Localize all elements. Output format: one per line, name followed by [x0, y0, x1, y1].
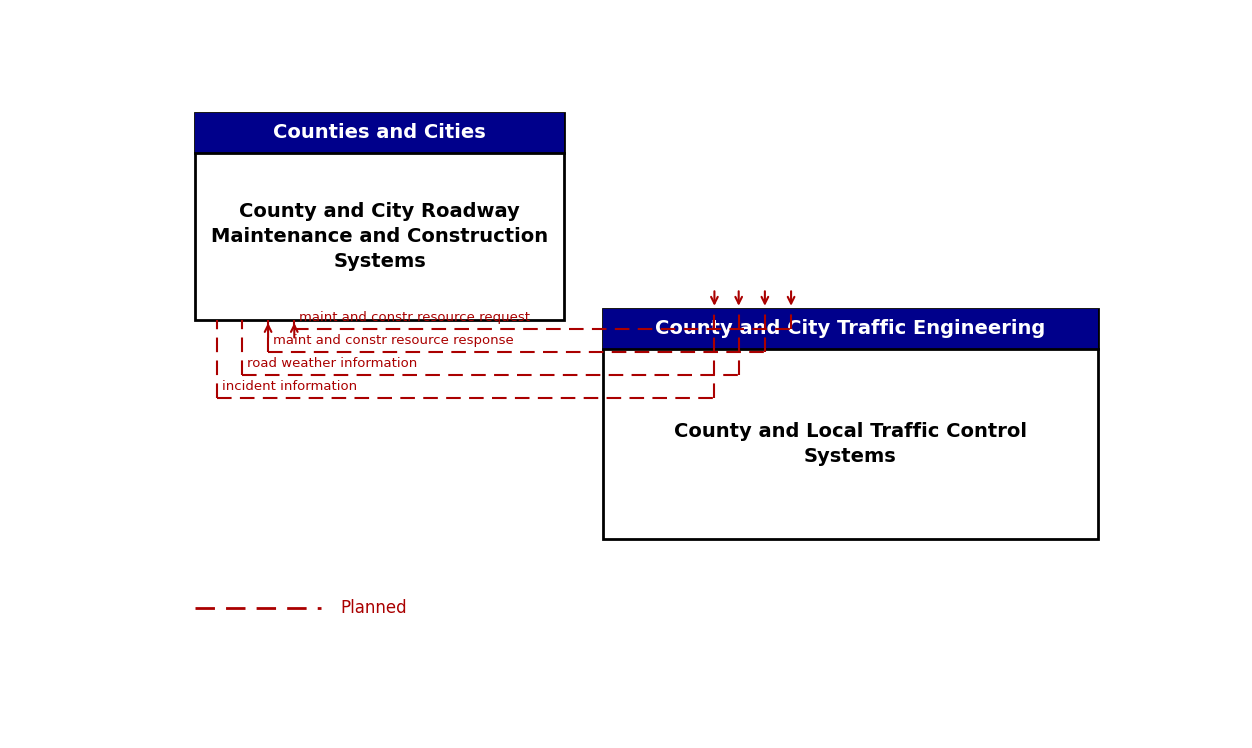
Text: County and City Roadway
Maintenance and Construction
Systems: County and City Roadway Maintenance and … — [212, 202, 548, 271]
Text: County and Local Traffic Control
Systems: County and Local Traffic Control Systems — [674, 422, 1027, 466]
Text: incident information: incident information — [222, 380, 357, 393]
Text: Planned: Planned — [341, 599, 407, 617]
Text: maint and constr resource response: maint and constr resource response — [273, 334, 513, 347]
Bar — [602, 309, 1098, 539]
Bar — [602, 309, 1098, 349]
Text: Counties and Cities: Counties and Cities — [273, 123, 486, 142]
Text: road weather information: road weather information — [247, 358, 417, 370]
Bar — [195, 113, 563, 153]
Text: County and City Traffic Engineering: County and City Traffic Engineering — [655, 319, 1045, 338]
Text: maint and constr resource request: maint and constr resource request — [299, 311, 530, 324]
Bar — [195, 113, 563, 320]
